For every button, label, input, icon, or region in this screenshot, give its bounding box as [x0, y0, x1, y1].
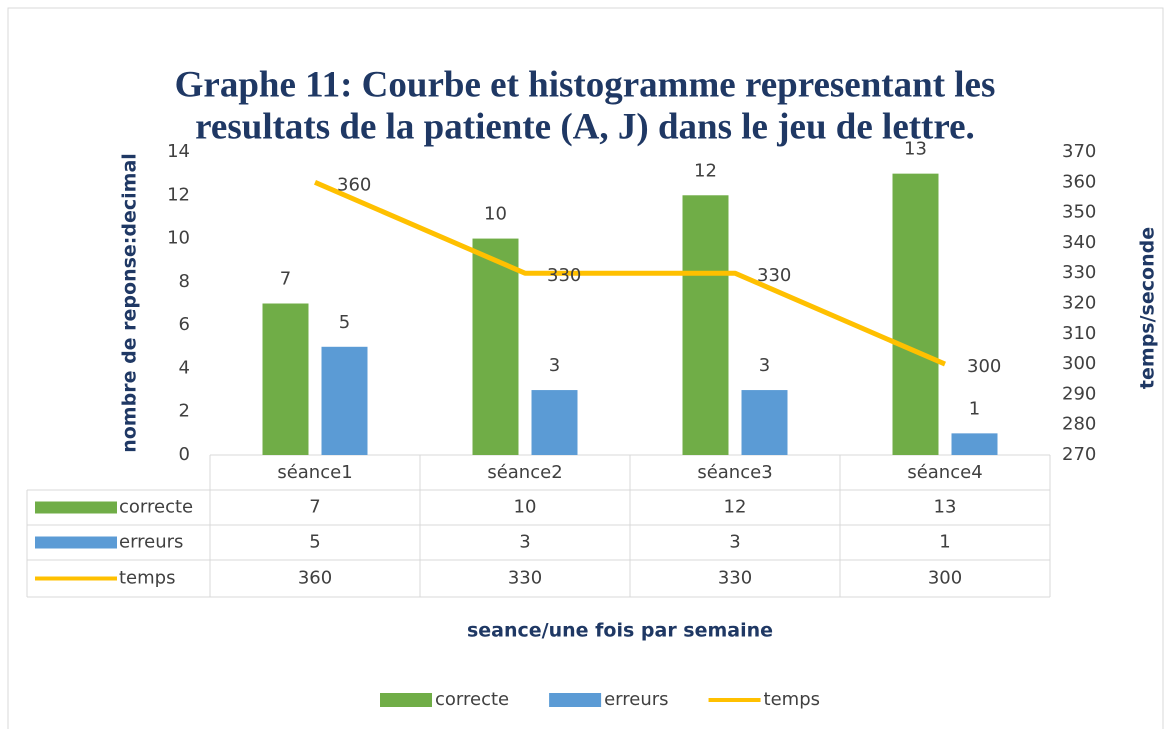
chart-border	[7, 7, 1164, 729]
y2-tick-label: 370	[1062, 141, 1096, 162]
y-tick-label: 6	[179, 314, 190, 335]
y-tick-label: 0	[179, 444, 190, 465]
bar	[682, 195, 729, 456]
legend-label: correcte	[435, 689, 509, 710]
data-label: 330	[547, 265, 581, 286]
x-axis-label: seance/une fois par semaine	[467, 620, 773, 642]
legend-key	[549, 693, 602, 707]
table-series-name: temps	[119, 568, 175, 589]
y2-tick-label: 300	[1062, 353, 1096, 374]
y-tick-label: 2	[179, 401, 190, 422]
bar	[531, 390, 578, 455]
table-cell: 1	[939, 532, 950, 553]
data-label: 300	[967, 356, 1001, 377]
table-cell: 5	[309, 532, 320, 553]
y2-tick-label: 340	[1062, 232, 1096, 253]
bar	[262, 303, 309, 455]
y2-tick-label: 270	[1062, 444, 1096, 465]
bar	[951, 433, 998, 455]
y2-tick-label: 350	[1062, 202, 1096, 223]
data-label: 3	[759, 355, 770, 376]
y-tick-label: 10	[167, 228, 190, 249]
y2-axis-label: temps/seconde	[1137, 227, 1159, 389]
y-tick-label: 14	[167, 141, 190, 162]
y2-tick-label: 290	[1062, 383, 1096, 404]
table-cell: 330	[508, 568, 542, 589]
y2-tick-label: 310	[1062, 323, 1096, 344]
table-cell: 13	[934, 497, 957, 518]
table-cell: 300	[928, 568, 962, 589]
x-tick-label: séance2	[487, 462, 562, 483]
bar	[321, 346, 368, 455]
bar	[892, 173, 939, 455]
table-cell: 330	[718, 568, 752, 589]
legend-label: erreurs	[604, 689, 668, 710]
data-label: 3	[549, 355, 560, 376]
y2-tick-label: 360	[1062, 171, 1096, 192]
data-label: 10	[484, 204, 507, 225]
table-cell: 7	[309, 497, 320, 518]
data-label: 13	[904, 139, 927, 160]
table-series-name: erreurs	[119, 532, 183, 553]
line	[314, 180, 946, 367]
data-label: 5	[339, 312, 350, 333]
chart-title: Graphe 11: Courbe et histogramme represe…	[175, 64, 996, 105]
table-key	[35, 536, 117, 549]
data-label: 360	[337, 174, 371, 195]
y2-tick-label: 280	[1062, 414, 1096, 435]
table-series-name: correcte	[119, 497, 193, 518]
y-tick-label: 8	[179, 271, 190, 292]
legend-label: temps	[764, 689, 820, 710]
x-tick-label: séance1	[277, 462, 352, 483]
data-label: 7	[280, 269, 291, 290]
data-label: 1	[969, 398, 980, 419]
chart-title: resultats de la patiente (A, J) dans le …	[195, 106, 975, 147]
y2-tick-label: 330	[1062, 262, 1096, 283]
data-label: 330	[757, 265, 791, 286]
bar	[741, 390, 788, 455]
y-tick-label: 4	[179, 357, 190, 378]
x-tick-label: séance4	[907, 462, 982, 483]
y-tick-label: 12	[167, 184, 190, 205]
table-cell: 10	[514, 497, 537, 518]
y2-tick-label: 320	[1062, 293, 1096, 314]
table-cell: 3	[519, 532, 530, 553]
table-cell: 360	[298, 568, 332, 589]
table-cell: 12	[724, 497, 747, 518]
y-axis-label: nombre de reponse:decimal	[119, 153, 141, 453]
x-tick-label: séance3	[697, 462, 772, 483]
bar	[472, 238, 519, 455]
data-label: 12	[694, 160, 717, 181]
table-cell: 3	[729, 532, 740, 553]
legend-key	[380, 693, 432, 707]
table-key	[35, 501, 117, 514]
